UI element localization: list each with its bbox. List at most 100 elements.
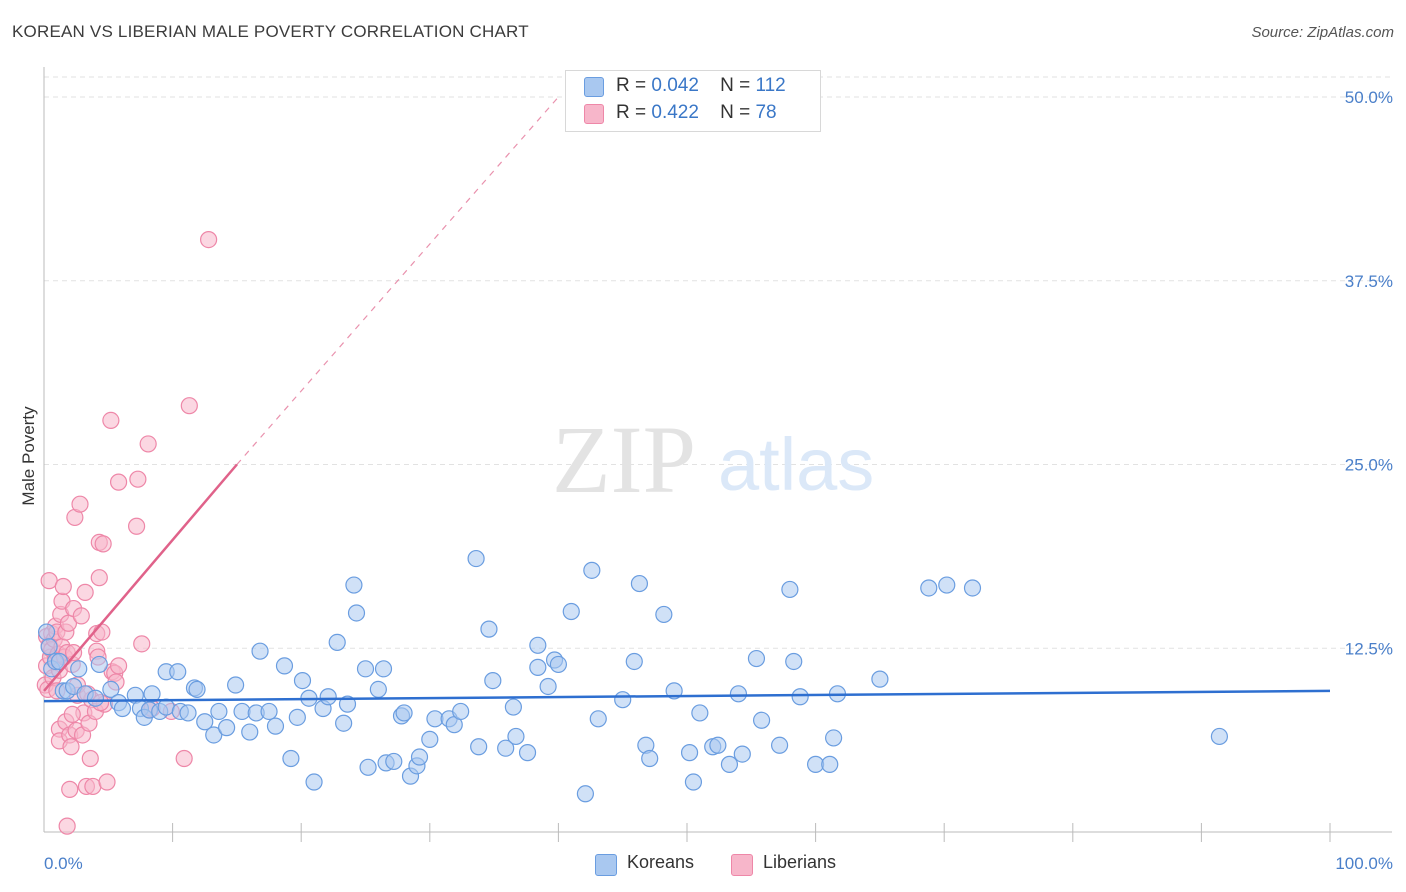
koreans-point-69 xyxy=(470,738,488,756)
koreans-point-46 xyxy=(319,688,337,706)
chart-title: KOREAN VS LIBERIAN MALE POVERTY CORRELAT… xyxy=(12,22,529,41)
koreans-point-54 xyxy=(369,680,387,699)
koreans-point-85 xyxy=(614,691,632,709)
koreans-point-75 xyxy=(518,744,537,762)
koreans-point-101 xyxy=(752,711,771,729)
koreans-point-73 xyxy=(504,698,522,716)
koreans-point-114 xyxy=(1210,727,1229,746)
koreans-point-57 xyxy=(385,752,403,771)
liberians-point-67 xyxy=(139,435,157,453)
koreans-point-68 xyxy=(467,549,485,568)
koreans-point-36 xyxy=(251,642,269,660)
koreans-point-63 xyxy=(421,730,439,748)
koreans-point-99 xyxy=(733,745,751,763)
koreans-point-93 xyxy=(684,773,703,791)
y-tick-label-0: 50.0% xyxy=(1345,88,1393,107)
koreans-point-11 xyxy=(90,655,108,674)
koreans-point-55 xyxy=(374,660,393,678)
y-axis-title: Male Poverty xyxy=(19,406,38,506)
koreans-point-10 xyxy=(86,689,105,707)
watermark-atlas: atlas xyxy=(718,423,874,506)
koreans-point-107 xyxy=(821,755,839,773)
source-credit: Source: ZipAtlas.com xyxy=(1251,24,1394,41)
liberians-point-62 xyxy=(109,473,128,491)
liberians-point-29 xyxy=(61,780,79,798)
koreans-point-32 xyxy=(227,676,245,694)
koreans-point-19 xyxy=(143,685,161,703)
koreans-point-112 xyxy=(938,576,956,594)
liberians-swatch xyxy=(584,104,604,124)
koreans-point-42 xyxy=(293,671,312,690)
koreans-point-28 xyxy=(196,713,214,731)
trend-lines xyxy=(43,96,1331,703)
y-tick-labels: 50.0% 37.5% 25.0% 12.5% xyxy=(1345,88,1393,658)
liberians-point-65 xyxy=(129,470,147,488)
watermark: ZIP atlas xyxy=(552,406,874,513)
koreans-point-86 xyxy=(625,652,643,671)
koreans-point-23 xyxy=(169,663,187,681)
koreans-point-74 xyxy=(507,727,525,746)
liberians-point-75 xyxy=(63,705,81,724)
liberians-point-42 xyxy=(76,583,94,601)
koreans-point-104 xyxy=(785,652,803,671)
koreans-point-47 xyxy=(328,633,346,651)
x-tick-label-max: 100.0% xyxy=(1335,854,1393,873)
koreans-point-110 xyxy=(871,670,889,688)
stats-legend: R = 0.042 N = 112 R = 0.422 N = 78 xyxy=(565,70,821,132)
koreans-point-33 xyxy=(233,702,251,721)
koreans-point-52 xyxy=(356,660,375,678)
liberians-r-value: 0.422 xyxy=(651,102,699,123)
koreans-n-value: 112 xyxy=(755,75,786,96)
liberians-point-32 xyxy=(64,644,83,662)
koreans-point-37 xyxy=(260,702,278,721)
koreans-point-1 xyxy=(40,638,58,656)
koreans-r-value: 0.042 xyxy=(651,75,699,96)
koreans-point-39 xyxy=(275,657,294,675)
koreans-point-83 xyxy=(583,561,601,579)
y-tick-label-1: 37.5% xyxy=(1345,272,1393,291)
koreans-point-44 xyxy=(305,773,323,791)
koreans-point-48 xyxy=(335,714,353,732)
liberians-r-label: R = xyxy=(616,102,647,123)
liberians-point-54 xyxy=(93,623,111,641)
koreans-point-41 xyxy=(288,708,306,726)
koreans-point-80 xyxy=(549,655,568,674)
koreans-trend-line xyxy=(43,689,1331,703)
koreans-r-label: R = xyxy=(616,75,647,96)
koreans-point-100 xyxy=(747,649,766,668)
koreans-point-103 xyxy=(781,580,799,599)
liberians-point-58 xyxy=(102,411,120,429)
bottom-liberians-label: Liberians xyxy=(763,852,837,872)
koreans-point-8 xyxy=(70,660,88,678)
koreans-point-31 xyxy=(218,719,236,737)
y-tick-label-2: 25.0% xyxy=(1345,456,1393,475)
liberians-point-38 xyxy=(71,495,89,513)
koreans-point-70 xyxy=(480,620,498,638)
koreans-point-98 xyxy=(729,685,748,703)
koreans-point-105 xyxy=(791,688,809,706)
koreans-point-59 xyxy=(395,704,413,722)
koreans-point-89 xyxy=(641,749,659,768)
koreans-point-27 xyxy=(188,680,206,699)
y-tick-label-3: 12.5% xyxy=(1345,639,1393,658)
liberians-point-39 xyxy=(72,607,90,625)
koreans-point-87 xyxy=(630,574,649,593)
watermark-zip: ZIP xyxy=(552,406,696,513)
koreans-point-0 xyxy=(37,623,56,641)
liberians-point-47 xyxy=(84,777,102,796)
liberians-point-63 xyxy=(109,657,128,675)
koreans-point-72 xyxy=(497,739,515,757)
liberians-point-73 xyxy=(200,230,218,249)
koreans-point-51 xyxy=(347,604,366,622)
koreans-point-84 xyxy=(589,710,607,728)
x-tick-marks xyxy=(172,823,1331,842)
koreans-point-94 xyxy=(691,704,709,722)
liberians-point-55 xyxy=(94,535,112,553)
koreans-point-49 xyxy=(338,695,357,713)
koreans-point-82 xyxy=(576,785,595,803)
koreans-point-14 xyxy=(113,699,132,718)
koreans-point-92 xyxy=(680,744,699,762)
koreans-point-53 xyxy=(359,758,377,776)
axes xyxy=(43,67,1392,833)
